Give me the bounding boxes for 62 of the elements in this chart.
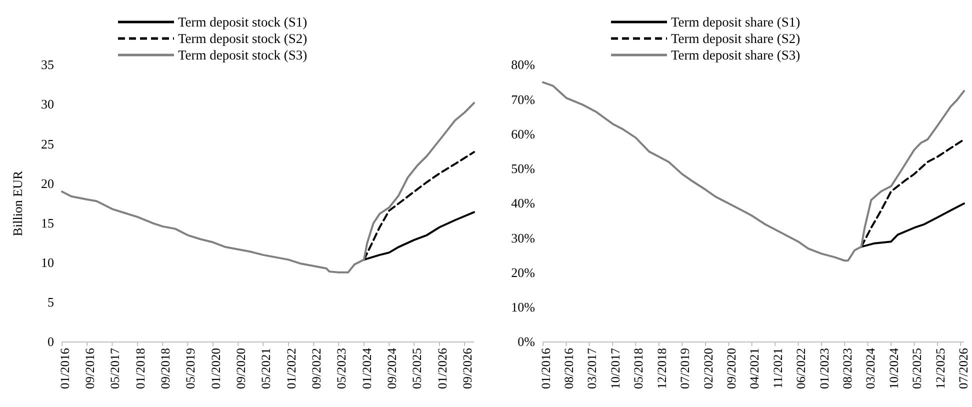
y-tick-label: 10% [511, 300, 536, 315]
legend-label: Term deposit share (S1) [671, 14, 800, 30]
x-tick-label: 09/2018 [158, 348, 173, 389]
legend-label: Term deposit stock (S3) [178, 48, 308, 62]
y-tick-label: 25 [41, 136, 54, 152]
x-tick-label: 09/2022 [310, 348, 324, 389]
x-tick-label: 10/2017 [608, 348, 622, 389]
x-tick-label: 09/2026 [460, 348, 474, 389]
x-tick-label: 01/2026 [435, 348, 450, 389]
x-tick-label: 05/2025 [910, 348, 924, 389]
x-tick-label: 01/2024 [360, 347, 374, 389]
x-tick-label: 12/2025 [933, 348, 948, 389]
y-tick-label: 0% [518, 334, 536, 350]
x-tick-label: 01/2022 [284, 348, 298, 389]
y-tick-label: 30 [41, 96, 54, 112]
x-tick-label: 01/2016 [58, 348, 72, 389]
x-tick-label: 05/2018 [632, 348, 646, 389]
y-tick-label: 60% [511, 126, 536, 142]
x-tick-label: 08/2023 [840, 348, 854, 389]
y-tick-label: 0 [48, 334, 54, 350]
x-tick-label: 09/2016 [83, 348, 98, 389]
x-tick-label: 05/2017 [108, 348, 122, 389]
x-tick-label: 05/2025 [410, 348, 424, 389]
x-tick-label: 12/2018 [654, 348, 669, 389]
x-tick-label: 03/2024 [864, 347, 878, 389]
x-tick-label: 09/2020 [234, 348, 248, 389]
y-tick-label: 10 [41, 255, 54, 270]
x-tick-label: 05/2021 [259, 348, 274, 389]
y-tick-label: 15 [41, 215, 54, 230]
line-series [542, 81, 965, 262]
legend-label: Term deposit stock (S1) [178, 14, 308, 30]
x-tick-label: 01/2016 [538, 348, 553, 389]
y-axis-title: Billion EUR [10, 170, 25, 236]
x-tick-label: 01/2020 [208, 348, 223, 389]
x-tick-label: 07/2026 [956, 348, 970, 389]
y-tick-label: 35 [41, 57, 54, 72]
x-tick-label: 01/2018 [133, 348, 148, 389]
y-tick-label: 5 [48, 294, 54, 310]
y-tick-label: 40% [511, 196, 536, 211]
line-series [61, 102, 475, 274]
legend-label: Term deposit share (S3) [671, 48, 800, 62]
x-tick-label: 05/2019 [184, 348, 198, 389]
y-tick-label: 20% [511, 264, 536, 280]
y-tick-label: 70% [511, 92, 536, 107]
x-tick-label: 02/2020 [701, 348, 716, 389]
x-tick-label: 03/2017 [585, 348, 600, 389]
x-tick-label: 07/2019 [678, 348, 692, 389]
x-tick-label: 05/2023 [334, 348, 349, 389]
x-tick-label: 08/2016 [562, 348, 576, 389]
x-tick-label: 04/2021 [748, 348, 762, 389]
x-tick-label: 06/2022 [794, 348, 808, 389]
y-tick-label: 50% [511, 161, 536, 176]
x-tick-label: 09/2024 [385, 347, 400, 389]
x-tick-label: 09/2020 [724, 348, 739, 389]
y-tick-label: 80% [511, 57, 536, 72]
y-tick-label: 30% [511, 230, 536, 246]
y-tick-label: 20 [41, 176, 54, 191]
x-tick-label: 11/2021 [770, 348, 785, 389]
legend-label: Term deposit stock (S2) [178, 31, 308, 46]
x-tick-label: 10/2024 [887, 347, 902, 389]
x-tick-label: 01/2023 [817, 348, 832, 389]
legend-label: Term deposit share (S2) [671, 31, 800, 46]
